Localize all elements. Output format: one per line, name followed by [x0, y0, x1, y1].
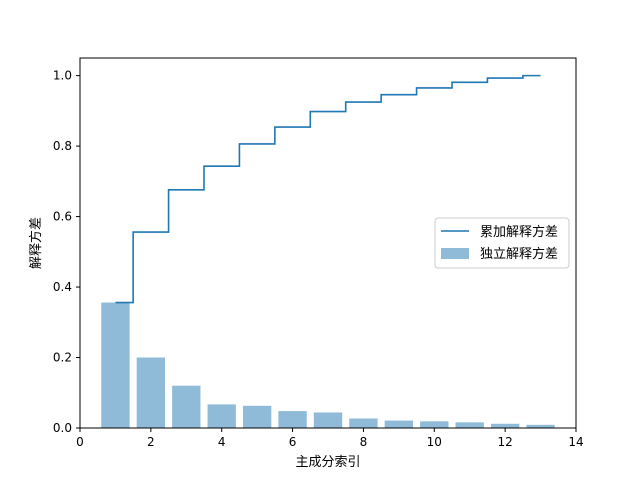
x-tick-label-12: 12 [498, 435, 513, 449]
y-tick-label-0.2: 0.2 [53, 351, 72, 365]
ticks-layer: 0 2 4 6 8 10 12 14 0.0 0.2 0.4 0.6 0.8 1.0 [53, 69, 584, 449]
x-tick-label-10: 10 [427, 435, 442, 449]
y-tick-label-0.8: 0.8 [53, 139, 72, 153]
legend-label-individual: 独立解释方差 [480, 246, 558, 262]
legend: 累加解释方差 独立解释方差 [434, 217, 570, 269]
y-axis-title: 解释方差 [28, 217, 44, 269]
bar-4 [207, 404, 236, 428]
bar-5 [242, 405, 272, 428]
bar-2 [136, 357, 166, 428]
x-tick-label-6: 6 [289, 435, 297, 449]
bar-9 [384, 420, 414, 428]
y-tick-label-0.0: 0.0 [53, 421, 72, 435]
line-layer [115, 74, 541, 304]
x-tick-label-8: 8 [360, 435, 368, 449]
y-tick-label-0.6: 0.6 [53, 210, 72, 224]
x-axis-title: 主成分索引 [295, 455, 360, 470]
cumulative-step-line [115, 74, 541, 304]
bar-7 [313, 412, 343, 428]
legend-label-cumulative: 累加解释方差 [480, 224, 558, 240]
x-tick-label-2: 2 [147, 435, 155, 449]
bar-6 [278, 411, 307, 428]
x-tick-label-14: 14 [568, 435, 583, 449]
x-tick-label-0: 0 [76, 435, 84, 449]
x-tick-label-4: 4 [218, 435, 226, 449]
bar-11 [455, 422, 484, 428]
bar-8 [349, 418, 378, 428]
plot-frame [79, 57, 577, 429]
bar-12 [490, 423, 520, 428]
y-tick-label-1.0: 1.0 [53, 69, 72, 83]
bar-13 [526, 424, 555, 428]
bar-1 [101, 302, 130, 428]
bars-layer [101, 302, 555, 428]
bar-3 [172, 385, 201, 428]
legend-bar-swatch [441, 248, 469, 259]
bar-10 [420, 421, 449, 428]
y-tick-label-0.4: 0.4 [53, 280, 72, 294]
